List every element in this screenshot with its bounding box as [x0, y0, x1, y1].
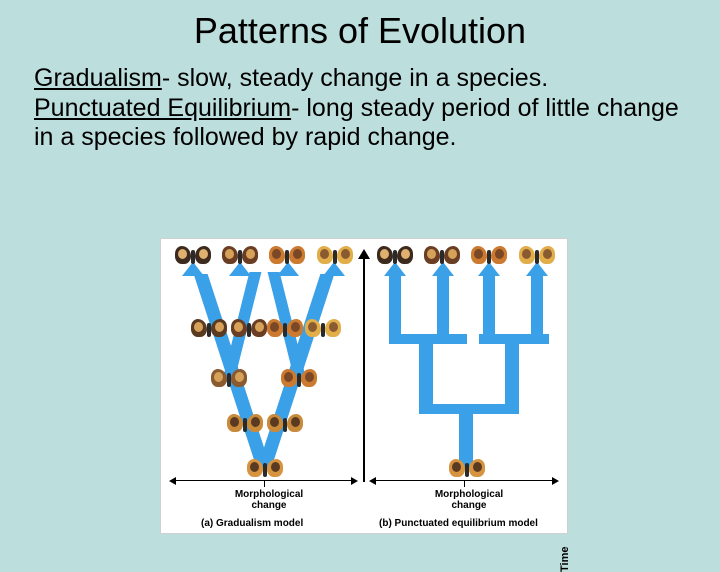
butterfly-icon	[211, 369, 247, 391]
time-axis	[363, 257, 365, 482]
butterfly-icon	[269, 246, 305, 268]
definitions-block: Gradualism- slow, steady change in a spe…	[0, 52, 720, 153]
caption-punctuated: (b) Punctuated equilibrium model	[379, 518, 538, 529]
butterfly-icon	[222, 246, 258, 268]
butterfly-icon	[377, 246, 413, 268]
time-axis-label: Time	[559, 369, 571, 572]
panel-gradualism	[169, 244, 357, 493]
caption-gradualism: (a) Gradualism model	[201, 518, 303, 529]
butterfly-icon	[317, 246, 353, 268]
evolution-diagram: Time Morphological change Morphological …	[160, 238, 568, 534]
def-gradualism: - slow, steady change in a species.	[162, 64, 548, 92]
x-axis-right	[375, 480, 555, 481]
term-punctuated: Punctuated Equilibrium	[34, 94, 291, 122]
butterfly-icon	[231, 319, 267, 341]
butterfly-icon	[449, 459, 485, 481]
butterfly-icon	[424, 246, 460, 268]
butterfly-icon	[247, 459, 283, 481]
slide-title: Patterns of Evolution	[0, 0, 720, 52]
butterfly-icon	[227, 414, 263, 436]
butterfly-icon	[281, 369, 317, 391]
x-axis-label-left: Morphological change	[219, 489, 319, 511]
butterfly-icon	[267, 319, 303, 341]
x-axis-left	[175, 480, 355, 481]
term-gradualism: Gradualism	[34, 64, 162, 92]
butterfly-icon	[267, 414, 303, 436]
x-axis-label-right: Morphological change	[419, 489, 519, 511]
butterfly-icon	[191, 319, 227, 341]
butterfly-icon	[305, 319, 341, 341]
butterfly-icon	[471, 246, 507, 268]
butterfly-icon	[175, 246, 211, 268]
panel-punctuated	[371, 244, 559, 493]
butterfly-icon	[519, 246, 555, 268]
